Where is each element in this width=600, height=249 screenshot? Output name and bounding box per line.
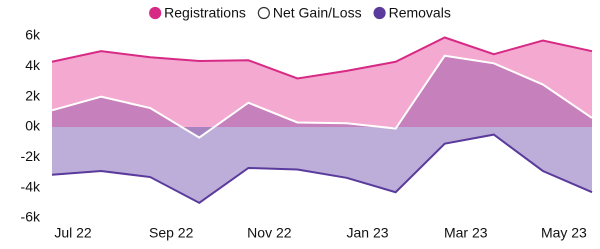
x-tick-label: May 23 [541,225,587,241]
line [51,36,593,80]
x-tick-label: Jul 22 [54,225,92,241]
y-tick-label: -6k [21,209,41,225]
line [51,54,593,139]
legend-marker [373,6,386,20]
area [52,127,592,203]
legend-marker [257,6,270,20]
y-tick-label: 4k [25,57,41,73]
legend-label: Removals [389,5,451,21]
legend-label: Registrations [164,5,246,21]
area [52,37,592,128]
legend-marker [149,6,162,20]
line [51,133,593,205]
x-tick-label: Mar 23 [444,225,488,241]
x-tick-label: Nov 22 [247,225,292,241]
y-tick-label: 2k [25,87,41,103]
area [52,55,592,138]
x-tick-label: Sep 22 [149,225,194,241]
legend-label: Net Gain/Loss [273,5,362,21]
y-tick-label: 0k [25,118,41,134]
x-tick-label: Jan 23 [347,225,389,241]
y-tick-label: 6k [25,27,41,43]
legend: Registrations Net Gain/Loss Removals [149,5,451,21]
y-tick-label: -2k [21,148,41,164]
y-tick-label: -4k [21,178,41,194]
